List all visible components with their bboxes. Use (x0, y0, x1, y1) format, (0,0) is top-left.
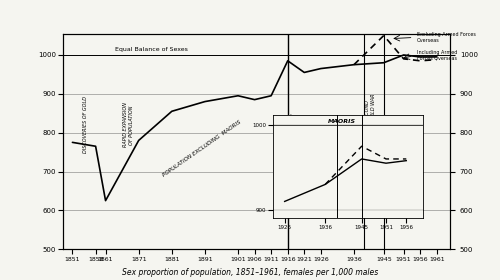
Text: Excluding Armed Forces
Overseas: Excluding Armed Forces Overseas (417, 32, 476, 43)
Text: SECOND
WORLD WAR: SECOND WORLD WAR (365, 94, 376, 125)
Text: DISCOVERIES OF GOLD: DISCOVERIES OF GOLD (83, 96, 88, 153)
Text: POPULATION EXCLUDING  MAORIS: POPULATION EXCLUDING MAORIS (162, 119, 242, 178)
Text: FIRST WORLD WAR (EXCLUDING
ARMED FORCES OVERSEAS): FIRST WORLD WAR (EXCLUDING ARMED FORCES … (290, 113, 300, 192)
Text: Including Armed
Forces Overseas: Including Armed Forces Overseas (417, 50, 458, 61)
Text: MAORIS: MAORIS (328, 119, 355, 124)
Text: RAPID EXPANSION
OF POPULATION: RAPID EXPANSION OF POPULATION (124, 102, 134, 147)
Text: Equal Balance of Sexes: Equal Balance of Sexes (116, 47, 188, 52)
Text: Sex proportion of population, 1851–1961, females per 1,000 males: Sex proportion of population, 1851–1961,… (122, 268, 378, 277)
